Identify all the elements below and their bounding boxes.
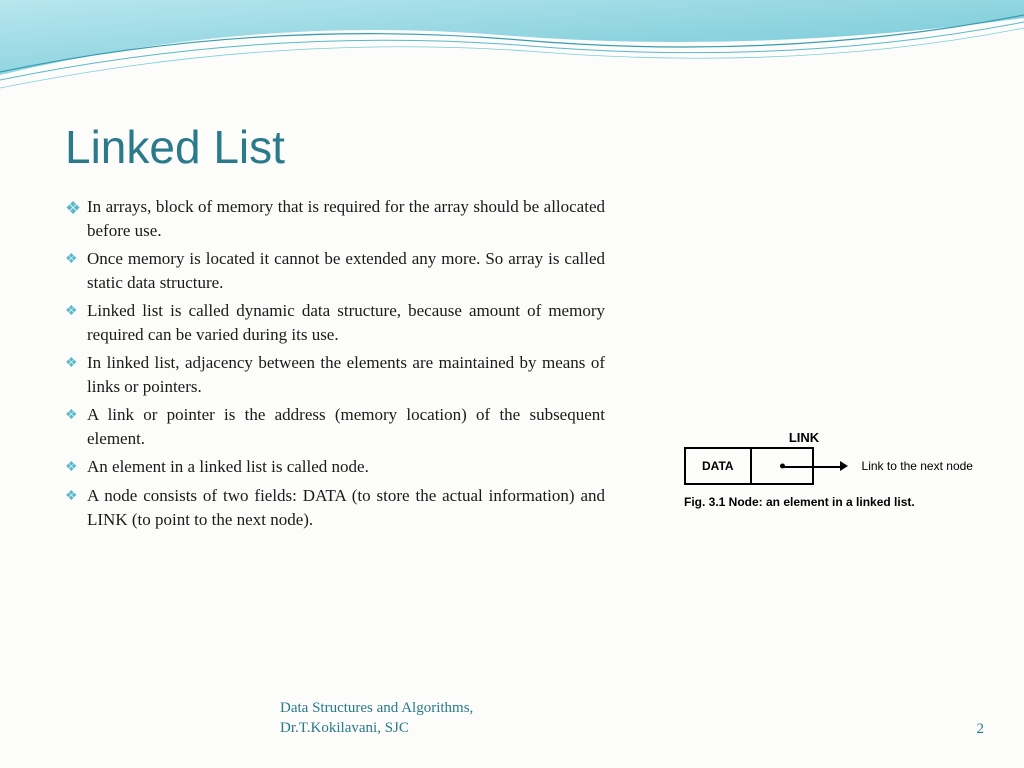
list-item: ❖ A link or pointer is the address (memo… bbox=[65, 403, 605, 451]
bullet-text: In linked list, adjacency between the el… bbox=[87, 351, 605, 399]
list-item: ❖ In arrays, block of memory that is req… bbox=[65, 195, 605, 243]
node-link-cell bbox=[752, 449, 812, 483]
bullet-text: A link or pointer is the address (memory… bbox=[87, 403, 605, 451]
figure-caption: Fig. 3.1 Node: an element in a linked li… bbox=[684, 495, 1004, 509]
diamond-bullet-icon: ❖ bbox=[65, 195, 87, 243]
list-item: ❖ Linked list is called dynamic data str… bbox=[65, 299, 605, 347]
bullet-text: Once memory is located it cannot be exte… bbox=[87, 247, 605, 295]
arrow-line bbox=[782, 466, 842, 468]
page-title: Linked List bbox=[65, 120, 285, 174]
arrow-label: Link to the next node bbox=[862, 459, 973, 473]
list-item: ❖ A node consists of two fields: DATA (t… bbox=[65, 484, 605, 532]
list-item: ❖ Once memory is located it cannot be ex… bbox=[65, 247, 605, 295]
decorative-wave-header bbox=[0, 0, 1024, 140]
node-box: DATA bbox=[684, 447, 814, 485]
diamond-bullet-icon: ❖ bbox=[65, 455, 87, 480]
footer-credit: Data Structures and Algorithms, Dr.T.Kok… bbox=[280, 698, 473, 738]
bullet-text: In arrays, block of memory that is requi… bbox=[87, 195, 605, 243]
diamond-bullet-icon: ❖ bbox=[65, 299, 87, 347]
diamond-bullet-icon: ❖ bbox=[65, 403, 87, 451]
bullet-text: A node consists of two fields: DATA (to … bbox=[87, 484, 605, 532]
diamond-bullet-icon: ❖ bbox=[65, 351, 87, 399]
diamond-bullet-icon: ❖ bbox=[65, 247, 87, 295]
bullet-list: ❖ In arrays, block of memory that is req… bbox=[65, 195, 605, 536]
bullet-text: Linked list is called dynamic data struc… bbox=[87, 299, 605, 347]
bullet-text: An element in a linked list is called no… bbox=[87, 455, 605, 480]
node-data-cell: DATA bbox=[686, 449, 752, 483]
footer-line-2: Dr.T.Kokilavani, SJC bbox=[280, 718, 473, 738]
list-item: ❖ An element in a linked list is called … bbox=[65, 455, 605, 480]
diagram-link-label: LINK bbox=[604, 430, 1004, 445]
page-number: 2 bbox=[977, 721, 985, 738]
node-diagram: LINK DATA Link to the next node Fig. 3.1… bbox=[684, 430, 1004, 509]
arrow-head-icon bbox=[840, 461, 848, 471]
list-item: ❖ In linked list, adjacency between the … bbox=[65, 351, 605, 399]
footer-line-1: Data Structures and Algorithms, bbox=[280, 698, 473, 718]
diamond-bullet-icon: ❖ bbox=[65, 484, 87, 532]
